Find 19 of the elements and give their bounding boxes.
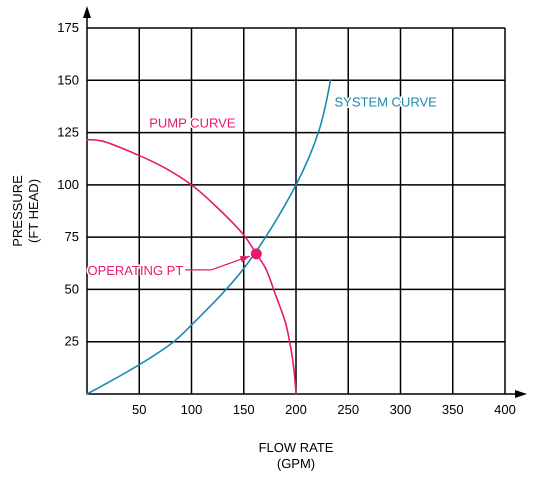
x-tick-label: 100: [180, 402, 202, 417]
y-axis-title: PRESSURE (FT HEAD): [10, 174, 41, 247]
line-series: [86, 138, 297, 395]
y-tick-label: 25: [64, 334, 79, 349]
x-tick-label: 400: [494, 402, 516, 417]
x-tick-label: 150: [232, 402, 255, 417]
x-tick-label: 300: [390, 402, 412, 417]
x-tick-label: 350: [442, 402, 464, 417]
x-tick-label: 200: [285, 402, 307, 417]
y-tick-label: 100: [57, 176, 79, 192]
y-tick-label: 50: [64, 281, 79, 296]
y-tick-label: 75: [64, 229, 79, 244]
x-axis-title: FLOW RATE (GPM): [258, 440, 334, 471]
y-tick-label: 125: [57, 124, 79, 140]
x-tick-label: 250: [337, 402, 360, 417]
x-tick-label: 50: [132, 402, 146, 417]
y-tick-label: 175: [57, 20, 79, 35]
line-series: [86, 79, 332, 395]
y-tick-label: 150: [57, 72, 79, 88]
